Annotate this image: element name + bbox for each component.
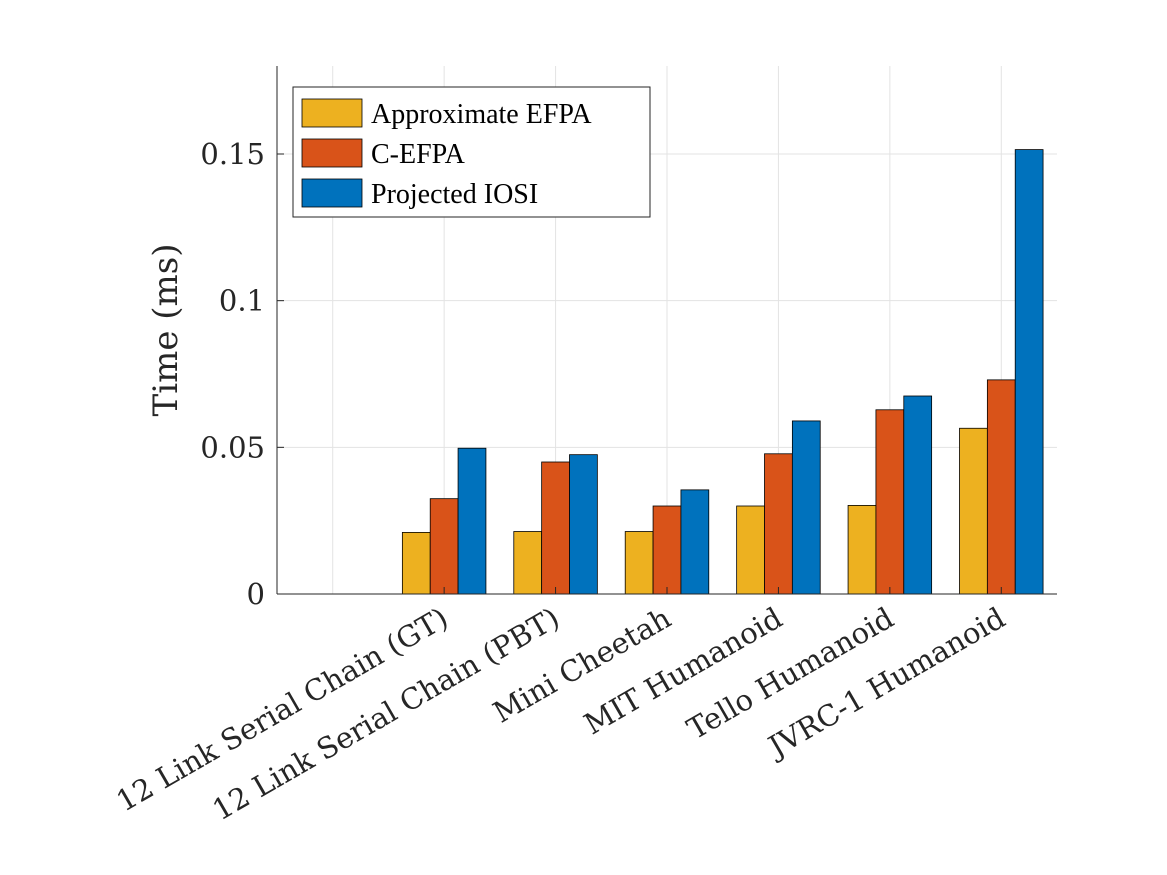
bar (652, 505, 682, 595)
bars (401, 149, 1044, 595)
y-axis-label: Time (ms) (146, 244, 186, 417)
bar (513, 531, 543, 595)
bar (401, 532, 431, 595)
bar (847, 505, 877, 595)
y-tick-label: 0 (247, 577, 265, 611)
bar (959, 427, 988, 595)
bar (736, 505, 765, 595)
bar (1014, 149, 1044, 595)
bar (569, 454, 598, 595)
axes (276, 66, 1057, 595)
y-tick-label: 0.05 (200, 430, 265, 464)
legend: Approximate EFPA C-EFPA Projected IOSI (292, 86, 651, 218)
bar (903, 395, 933, 595)
bar (791, 420, 821, 595)
legend-label: Projected IOSI (371, 179, 538, 210)
bar (541, 461, 570, 595)
legend-label: Approximate EFPA (371, 99, 592, 130)
bar (680, 489, 710, 595)
y-tick-label: 0.1 (219, 284, 265, 318)
legend-swatch (301, 98, 363, 128)
legend-swatch (301, 138, 363, 168)
y-tick-label: 0.15 (200, 137, 265, 171)
bar (457, 447, 487, 595)
bar (429, 498, 459, 595)
legend-label: C-EFPA (371, 139, 466, 170)
legend-swatch (301, 178, 363, 208)
bar (624, 531, 654, 595)
y-tick-labels: 0 0.05 0.1 0.15 (200, 137, 265, 611)
bar (986, 379, 1016, 595)
bar (875, 409, 905, 595)
bar (764, 453, 793, 595)
